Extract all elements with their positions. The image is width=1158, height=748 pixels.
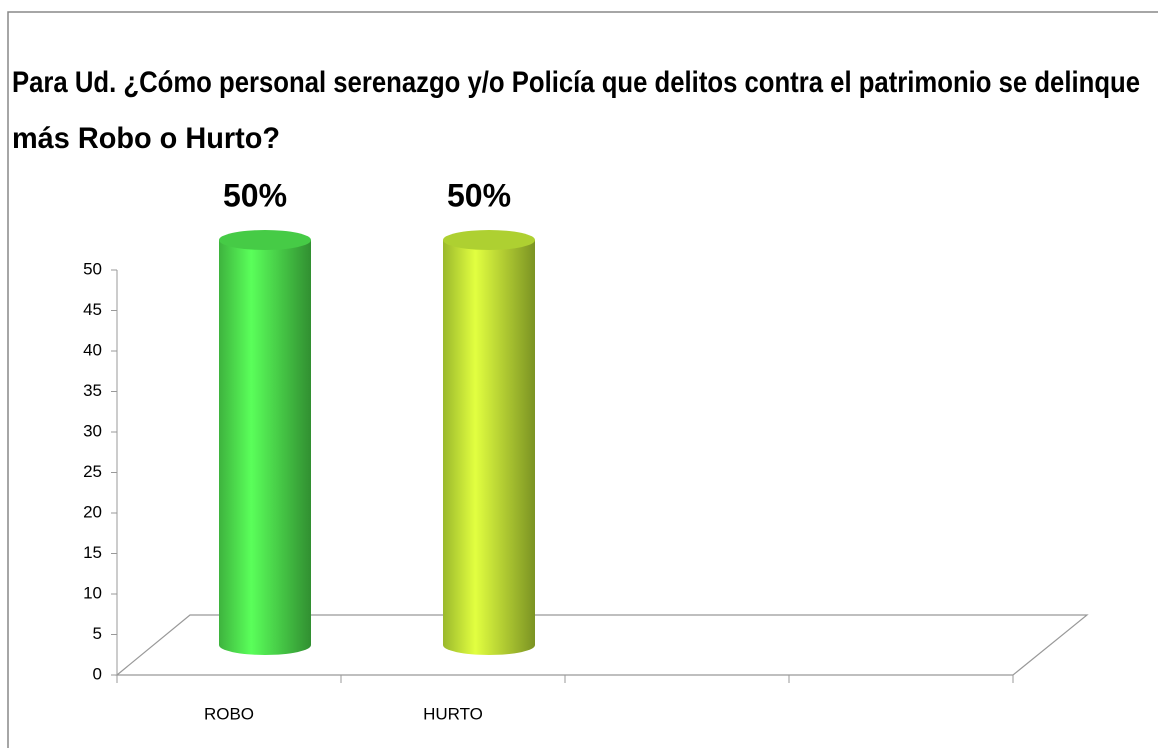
y-tick-label: 30 bbox=[83, 421, 102, 440]
bar-top bbox=[443, 230, 535, 250]
floor bbox=[115, 614, 1089, 676]
y-tick-label: 35 bbox=[83, 381, 102, 400]
x-tick-label: HURTO bbox=[423, 704, 483, 723]
data-label: 50% bbox=[447, 177, 511, 213]
bar-top bbox=[219, 230, 311, 250]
y-tick-label: 15 bbox=[83, 543, 102, 562]
y-tick-label: 50 bbox=[83, 259, 102, 278]
bar bbox=[219, 240, 311, 655]
chart-title: más Robo o Hurto? bbox=[12, 122, 280, 155]
y-tick-label: 20 bbox=[83, 502, 102, 521]
chart-border bbox=[7, 11, 1158, 748]
chart-title: Para Ud. ¿Cómo personal serenazgo y/o Po… bbox=[12, 66, 1140, 99]
y-tick-label: 10 bbox=[83, 583, 102, 602]
y-tick-label: 45 bbox=[83, 300, 102, 319]
y-tick-label: 5 bbox=[93, 624, 102, 643]
data-label: 50% bbox=[223, 177, 287, 213]
bar bbox=[443, 240, 535, 655]
x-tick-label: ROBO bbox=[204, 704, 254, 723]
y-tick-label: 0 bbox=[93, 664, 102, 683]
y-tick-label: 25 bbox=[83, 462, 102, 481]
y-tick-label: 40 bbox=[83, 340, 102, 359]
